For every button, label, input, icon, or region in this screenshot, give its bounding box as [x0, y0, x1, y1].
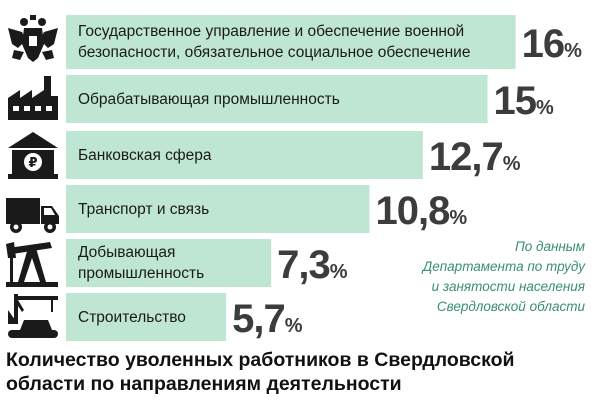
oil-pump-icon: [6, 242, 58, 287]
bar-1: [66, 15, 516, 69]
value-label-2: 15%: [494, 81, 554, 121]
value-unit-1: %: [564, 40, 582, 62]
truck-icon: [6, 198, 59, 233]
bar-chart: [66, 15, 516, 341]
category-label-6: Строительство: [78, 308, 186, 326]
value-number-1: 16: [521, 22, 565, 66]
value-number-6: 5,7: [232, 297, 286, 341]
value-number-3: 12,7: [428, 135, 504, 179]
value-unit-5: %: [329, 261, 348, 283]
value-number-5: 7,3: [277, 243, 331, 287]
bank-icon: ₽: [8, 132, 58, 179]
value-unit-2: %: [536, 97, 554, 119]
value-label-4: 10,8%: [375, 191, 467, 231]
category-label-1: Государственное управление и обеспечение…: [78, 23, 471, 61]
value-label-3: 12,7%: [429, 137, 521, 177]
crane-icon: [8, 294, 58, 338]
bar-4: [66, 185, 370, 233]
value-number-4: 10,8: [375, 189, 450, 233]
value-unit-3: %: [502, 153, 521, 175]
bar-5: [66, 239, 272, 287]
value-number-2: 15: [493, 79, 537, 123]
source-note: По данным Департамента по труду и занято…: [422, 239, 585, 314]
value-label-1: 16%: [522, 24, 582, 64]
category-label-2: Обрабатывающая промышленность: [78, 90, 340, 108]
bar-3: [66, 131, 423, 179]
value-label-6: 5,7%: [232, 299, 302, 339]
svg-text:₽: ₽: [28, 156, 37, 171]
factory-icon: [8, 76, 58, 120]
value-unit-4: %: [449, 207, 468, 229]
category-label-5: Добывающая промышленность: [78, 244, 205, 282]
value-label-5: 7,3%: [277, 245, 347, 285]
category-label-4: Транспорт и связь: [78, 200, 210, 218]
coat-of-arms-icon: [8, 15, 58, 62]
value-unit-6: %: [284, 315, 303, 337]
category-label-3: Банковская сфера: [78, 146, 212, 164]
chart-title: Количество уволенных работников в Свердл…: [6, 349, 515, 395]
bar-6: [66, 293, 227, 341]
bar-2: [66, 75, 488, 123]
